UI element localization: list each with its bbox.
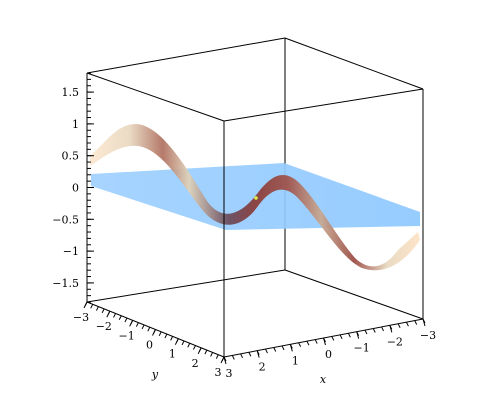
y-minor-tick (141, 324, 145, 330)
x-axis-label: x (320, 373, 327, 386)
x-minor-tick (298, 342, 302, 347)
x-minor-tick (240, 353, 244, 359)
x-tick-label: 3 (226, 367, 233, 380)
x-major-tick (323, 337, 326, 346)
y-minor-tick (193, 345, 196, 350)
y-minor-tick (170, 336, 174, 341)
y-minor-tick (135, 322, 139, 327)
x-minor-tick (306, 340, 310, 346)
y-major-tick (106, 310, 111, 318)
x-major-tick (389, 325, 393, 333)
y-tick-label: −1 (119, 329, 135, 342)
y-tick-label: −2 (96, 320, 112, 333)
x-minor-tick (347, 333, 351, 338)
y-major-tick (152, 329, 156, 336)
highlight-point (254, 196, 258, 200)
z-tick-label: −0.5 (52, 213, 79, 226)
y-axis-label: y (151, 368, 159, 381)
x-axis: 3 2 1 0 −1 −2 −3 (223, 318, 436, 380)
x-minor-tick (381, 326, 384, 332)
y-minor-tick (187, 343, 191, 348)
y-tick-label: 0 (146, 339, 153, 352)
y-major-tick (83, 301, 88, 309)
x-minor-tick (405, 321, 409, 327)
y-minor-tick (158, 331, 162, 337)
z-tick-label: 1.5 (62, 86, 80, 99)
y-tick-label: 2 (192, 357, 199, 370)
x-minor-tick (273, 347, 277, 352)
y-minor-tick (181, 340, 185, 346)
x-minor-tick (265, 348, 268, 354)
y-minor-tick (124, 317, 128, 323)
y-minor-tick (90, 304, 94, 309)
y-tick-label: 1 (169, 348, 176, 361)
x-tick-label: 1 (292, 354, 299, 367)
y-minor-tick (210, 352, 214, 357)
x-major-tick (422, 318, 426, 327)
y-major-tick (220, 356, 225, 364)
y-tick-label: 3 (215, 366, 222, 379)
y-major-tick (174, 338, 179, 345)
x-major-tick (256, 350, 260, 358)
x-major-tick (289, 344, 293, 352)
y-minor-tick (113, 313, 116, 318)
y-minor-tick (147, 326, 151, 332)
x-major-tick (356, 331, 360, 339)
y-minor-tick (204, 349, 208, 355)
z-tick-label: −1.5 (52, 277, 79, 290)
x-minor-tick (231, 355, 235, 360)
x-minor-tick (248, 352, 252, 357)
x-tick-label: −3 (420, 329, 436, 342)
x-minor-tick (364, 329, 368, 335)
y-major-tick (129, 320, 134, 327)
x-tick-label: −1 (354, 342, 370, 355)
x-minor-tick (331, 336, 335, 341)
x-minor-tick (397, 323, 401, 328)
z-tick-label: 0.5 (62, 150, 80, 163)
x-minor-tick (281, 345, 285, 351)
x-tick-label: −2 (387, 335, 403, 348)
y-minor-tick (95, 306, 99, 311)
y-major-tick (197, 347, 202, 355)
y-tick-label: −3 (73, 311, 89, 324)
x-tick-label: 2 (259, 361, 266, 374)
z-tick-label: 1 (72, 118, 79, 131)
x-major-tick (223, 356, 227, 365)
z-tick-label: 0 (72, 182, 79, 195)
y-minor-tick (101, 308, 105, 314)
y-minor-tick (118, 315, 122, 320)
z-axis: 1.5 1 0.5 0 −0.5 −1 −1.5 (52, 72, 94, 303)
box-back (86, 37, 424, 320)
x-minor-tick (372, 328, 376, 333)
y-minor-tick (215, 354, 219, 359)
x-minor-tick (339, 334, 343, 340)
y-axis: −3 −2 −1 0 1 2 3 (73, 301, 225, 379)
z-tick-label: −1 (63, 245, 79, 258)
y-minor-tick (164, 333, 168, 339)
x-tick-label: 0 (325, 348, 332, 361)
x-minor-tick (414, 320, 418, 325)
x-minor-tick (314, 339, 318, 344)
